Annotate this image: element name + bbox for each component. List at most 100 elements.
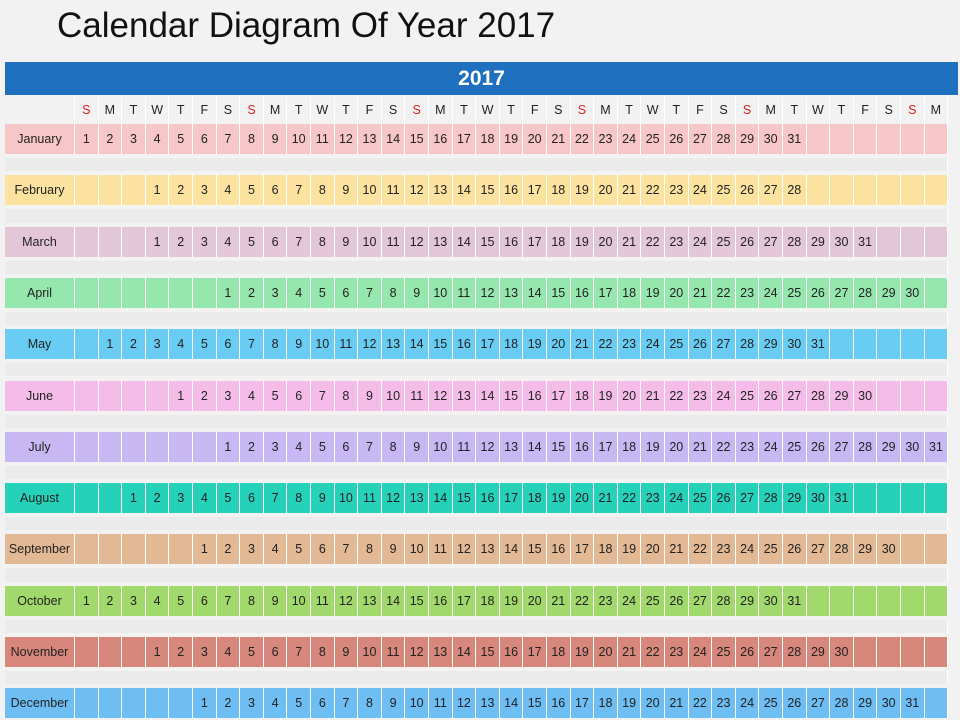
day-cell[interactable]: 11	[381, 637, 406, 667]
day-cell[interactable]: 11	[381, 226, 406, 257]
day-cell[interactable]: 12	[405, 175, 429, 206]
day-cell[interactable]: 19	[570, 226, 595, 257]
day-cell[interactable]: 7	[287, 637, 311, 667]
day-cell[interactable]: 1	[216, 431, 241, 462]
day-cell[interactable]: 16	[452, 329, 477, 360]
day-cell[interactable]: 6	[311, 688, 335, 719]
day-cell[interactable]: 8	[240, 585, 264, 616]
day-cell[interactable]	[75, 483, 99, 514]
day-cell[interactable]: 7	[216, 585, 241, 616]
day-cell[interactable]: 28	[783, 637, 807, 667]
day-cell[interactable]: 6	[287, 380, 311, 411]
day-cell[interactable]: 21	[688, 431, 713, 462]
day-cell[interactable]: 21	[570, 329, 595, 360]
day-cell[interactable]: 25	[712, 226, 736, 257]
day-cell[interactable]: 7	[311, 380, 335, 411]
day-cell[interactable]	[877, 380, 901, 411]
day-cell[interactable]: 15	[452, 483, 477, 514]
day-cell[interactable]: 10	[334, 483, 359, 514]
day-cell[interactable]: 13	[499, 431, 524, 462]
day-cell[interactable]	[145, 277, 170, 308]
day-cell[interactable]: 19	[547, 483, 571, 514]
day-cell[interactable]	[853, 329, 878, 360]
day-cell[interactable]: 12	[405, 226, 429, 257]
day-cell[interactable]	[924, 585, 949, 616]
day-cell[interactable]: 2	[98, 585, 123, 616]
day-cell[interactable]: 13	[358, 585, 382, 616]
day-cell[interactable]: 21	[665, 534, 689, 565]
day-cell[interactable]: 22	[712, 431, 736, 462]
day-cell[interactable]: 24	[712, 380, 736, 411]
day-cell[interactable]: 8	[334, 380, 359, 411]
day-cell[interactable]	[122, 277, 146, 308]
day-cell[interactable]: 29	[853, 688, 878, 719]
day-cell[interactable]: 12	[334, 585, 359, 616]
day-cell[interactable]: 29	[830, 380, 854, 411]
day-cell[interactable]: 17	[499, 483, 524, 514]
day-cell[interactable]: 25	[665, 329, 689, 360]
day-cell[interactable]: 6	[193, 585, 217, 616]
day-cell[interactable]: 27	[688, 124, 713, 154]
day-cell[interactable]: 4	[216, 175, 241, 206]
day-cell[interactable]	[122, 688, 146, 719]
day-cell[interactable]: 17	[452, 585, 477, 616]
day-cell[interactable]: 26	[665, 585, 689, 616]
day-cell[interactable]: 8	[358, 534, 382, 565]
day-cell[interactable]	[75, 175, 99, 206]
day-cell[interactable]: 19	[570, 637, 595, 667]
day-cell[interactable]: 3	[145, 329, 170, 360]
day-cell[interactable]: 20	[665, 431, 689, 462]
day-cell[interactable]: 26	[783, 688, 807, 719]
day-cell[interactable]: 1	[193, 534, 217, 565]
day-cell[interactable]	[98, 431, 123, 462]
day-cell[interactable]: 18	[547, 226, 571, 257]
day-cell[interactable]: 28	[830, 688, 854, 719]
day-cell[interactable]	[924, 226, 949, 257]
day-cell[interactable]: 18	[523, 483, 547, 514]
day-cell[interactable]	[853, 175, 878, 206]
day-cell[interactable]: 19	[617, 534, 642, 565]
day-cell[interactable]: 29	[806, 226, 831, 257]
day-cell[interactable]	[901, 329, 925, 360]
day-cell[interactable]: 13	[452, 380, 477, 411]
day-cell[interactable]: 3	[216, 380, 241, 411]
day-cell[interactable]	[75, 688, 99, 719]
day-cell[interactable]: 21	[617, 226, 642, 257]
day-cell[interactable]: 10	[429, 431, 453, 462]
day-cell[interactable]: 18	[476, 124, 500, 154]
day-cell[interactable]: 14	[405, 329, 429, 360]
day-cell[interactable]: 22	[594, 329, 618, 360]
day-cell[interactable]	[924, 277, 949, 308]
day-cell[interactable]: 5	[169, 124, 193, 154]
day-cell[interactable]: 28	[783, 226, 807, 257]
day-cell[interactable]: 1	[145, 637, 170, 667]
day-cell[interactable]	[122, 534, 146, 565]
day-cell[interactable]	[830, 124, 854, 154]
day-cell[interactable]: 24	[735, 688, 760, 719]
day-cell[interactable]: 28	[712, 585, 736, 616]
day-cell[interactable]: 7	[358, 277, 382, 308]
day-cell[interactable]: 23	[735, 431, 760, 462]
day-cell[interactable]: 20	[641, 688, 665, 719]
day-cell[interactable]: 12	[452, 534, 477, 565]
day-cell[interactable]: 22	[688, 688, 713, 719]
day-cell[interactable]: 13	[476, 534, 500, 565]
day-cell[interactable]: 2	[169, 226, 193, 257]
day-cell[interactable]: 18	[499, 329, 524, 360]
day-cell[interactable]: 12	[358, 329, 382, 360]
day-cell[interactable]: 7	[263, 483, 288, 514]
day-cell[interactable]	[877, 329, 901, 360]
day-cell[interactable]: 27	[759, 637, 783, 667]
day-cell[interactable]	[901, 226, 925, 257]
day-cell[interactable]: 25	[641, 124, 665, 154]
day-cell[interactable]: 10	[358, 175, 382, 206]
day-cell[interactable]	[806, 124, 831, 154]
day-cell[interactable]: 29	[735, 585, 760, 616]
day-cell[interactable]	[98, 175, 123, 206]
day-cell[interactable]: 18	[547, 637, 571, 667]
day-cell[interactable]	[901, 175, 925, 206]
day-cell[interactable]: 11	[405, 380, 429, 411]
day-cell[interactable]: 31	[806, 329, 831, 360]
day-cell[interactable]: 15	[429, 329, 453, 360]
day-cell[interactable]: 21	[617, 175, 642, 206]
